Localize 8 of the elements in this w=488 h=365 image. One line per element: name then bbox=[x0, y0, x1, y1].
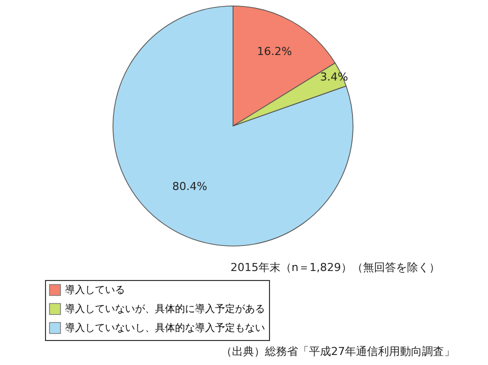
data-label: 80.4% bbox=[172, 180, 208, 194]
legend-label: 導入していないが、具体的に導入予定がある bbox=[65, 303, 265, 315]
legend-label: 導入している bbox=[65, 284, 125, 296]
text: （出典）総務省「平成27年通信利用動向調査」 bbox=[221, 345, 455, 358]
legend-label: 導入していないし、具体的な導入予定もない bbox=[65, 322, 265, 334]
pie-slice bbox=[112, 6, 354, 246]
text: 2015年末（n＝1,829）（無回答を除く） bbox=[230, 261, 440, 274]
data-label: 16.2% bbox=[256, 44, 292, 58]
